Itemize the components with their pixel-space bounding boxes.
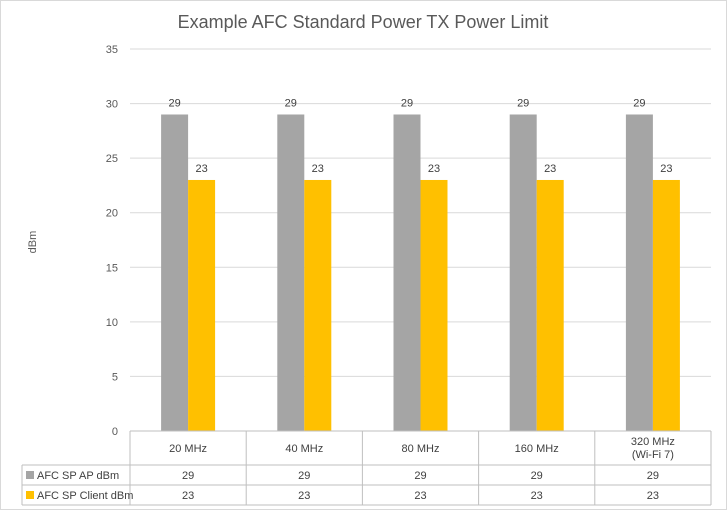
category-label: 320 MHz bbox=[631, 436, 675, 448]
table-value: 29 bbox=[414, 470, 426, 482]
table-value: 23 bbox=[298, 490, 310, 502]
data-label: 29 bbox=[633, 97, 645, 109]
bar-ap bbox=[277, 114, 305, 431]
category-label: (Wi-Fi 7) bbox=[632, 449, 674, 461]
table-value: 29 bbox=[298, 470, 310, 482]
y-tick-label: 25 bbox=[106, 153, 118, 165]
bar-ap bbox=[509, 114, 537, 431]
bar-client bbox=[536, 179, 564, 431]
table-value: 23 bbox=[647, 490, 659, 502]
y-tick-label: 35 bbox=[106, 44, 118, 56]
data-label: 29 bbox=[168, 97, 180, 109]
category-label: 40 MHz bbox=[285, 443, 323, 455]
y-axis-ticks: 0 5 10 15 20 25 30 35 bbox=[106, 44, 118, 438]
chart-title: Example AFC Standard Power TX Power Limi… bbox=[178, 12, 549, 32]
y-tick-label: 20 bbox=[106, 208, 118, 220]
y-tick-label: 0 bbox=[112, 426, 118, 438]
table-value: 23 bbox=[182, 490, 194, 502]
bar-client bbox=[652, 179, 680, 431]
bar-ap bbox=[161, 114, 189, 431]
bar-client bbox=[304, 179, 332, 431]
data-table: 20 MHz 40 MHz 80 MHz 160 MHz 320 MHz(Wi-Fi 7… bbox=[21, 430, 712, 506]
y-tick-label: 5 bbox=[112, 371, 118, 383]
bar-client bbox=[188, 179, 216, 431]
category-label: 80 MHz bbox=[402, 443, 440, 455]
category-label: 20 MHz bbox=[169, 443, 207, 455]
bar-ap bbox=[625, 114, 653, 431]
y-tick-label: 15 bbox=[106, 262, 118, 274]
table-value: 23 bbox=[414, 490, 426, 502]
data-label: 29 bbox=[517, 97, 529, 109]
legend-key bbox=[26, 471, 34, 479]
legend-key bbox=[26, 491, 34, 499]
bars bbox=[161, 114, 680, 431]
data-label: 23 bbox=[544, 163, 556, 175]
data-label: 23 bbox=[312, 163, 324, 175]
y-tick-label: 10 bbox=[106, 317, 118, 329]
y-tick-label: 30 bbox=[106, 99, 118, 111]
table-value: 29 bbox=[182, 470, 194, 482]
series-name: AFC SP AP dBm bbox=[37, 470, 119, 482]
bar-ap bbox=[393, 114, 421, 431]
table-value: 29 bbox=[531, 470, 543, 482]
data-label: 23 bbox=[195, 163, 207, 175]
data-labels: 29 23 29 23 29 23 29 23 29 23 bbox=[168, 97, 672, 174]
data-label: 23 bbox=[428, 163, 440, 175]
series-name: AFC SP Client dBm bbox=[37, 490, 133, 502]
data-label: 29 bbox=[285, 97, 297, 109]
data-label: 29 bbox=[401, 97, 413, 109]
table-value: 23 bbox=[531, 490, 543, 502]
data-label: 23 bbox=[660, 163, 672, 175]
bar-client bbox=[420, 179, 448, 431]
y-axis-label: dBm bbox=[27, 231, 39, 254]
category-label: 160 MHz bbox=[515, 443, 559, 455]
table-value: 29 bbox=[647, 470, 659, 482]
